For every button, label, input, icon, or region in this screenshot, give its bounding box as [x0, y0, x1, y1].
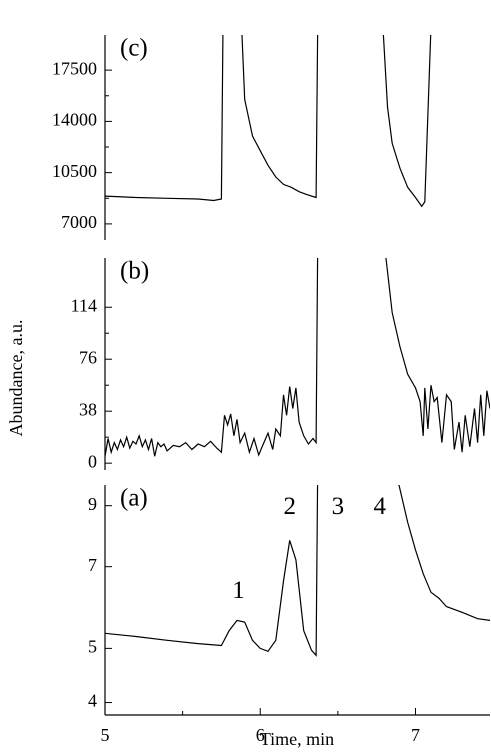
y-tick-label: 7000 [61, 212, 97, 232]
y-tick-label: 10500 [52, 161, 97, 181]
y-tick-label: 7 [88, 555, 97, 575]
x-tick-label: 5 [101, 725, 110, 745]
x-tick-label: 7 [411, 725, 420, 745]
line-series [105, 35, 432, 208]
y-tick-label: 114 [71, 295, 97, 315]
panel-label: (b) [120, 258, 149, 285]
y-tick-label: 17500 [52, 58, 97, 78]
y-tick-label: 9 [88, 494, 97, 514]
panel-label: (a) [120, 485, 148, 512]
peak-label: 2 [283, 493, 296, 520]
line-series [105, 485, 490, 657]
line-series [105, 258, 490, 457]
x-tick-label: 6 [256, 725, 265, 745]
peak-label: 3 [332, 493, 345, 520]
peak-label: 4 [374, 493, 387, 520]
y-tick-label: 0 [88, 451, 97, 471]
panel-label: (c) [120, 35, 148, 62]
y-axis-label: Abundance, a.u. [6, 320, 26, 437]
y-tick-label: 76 [79, 347, 97, 367]
y-tick-label: 4 [88, 691, 97, 711]
y-tick-label: 5 [88, 636, 97, 656]
y-tick-label: 38 [79, 399, 97, 419]
x-axis-label: Time, min [260, 729, 334, 749]
peak-label: 1 [232, 577, 245, 604]
y-tick-label: 14000 [52, 110, 97, 130]
